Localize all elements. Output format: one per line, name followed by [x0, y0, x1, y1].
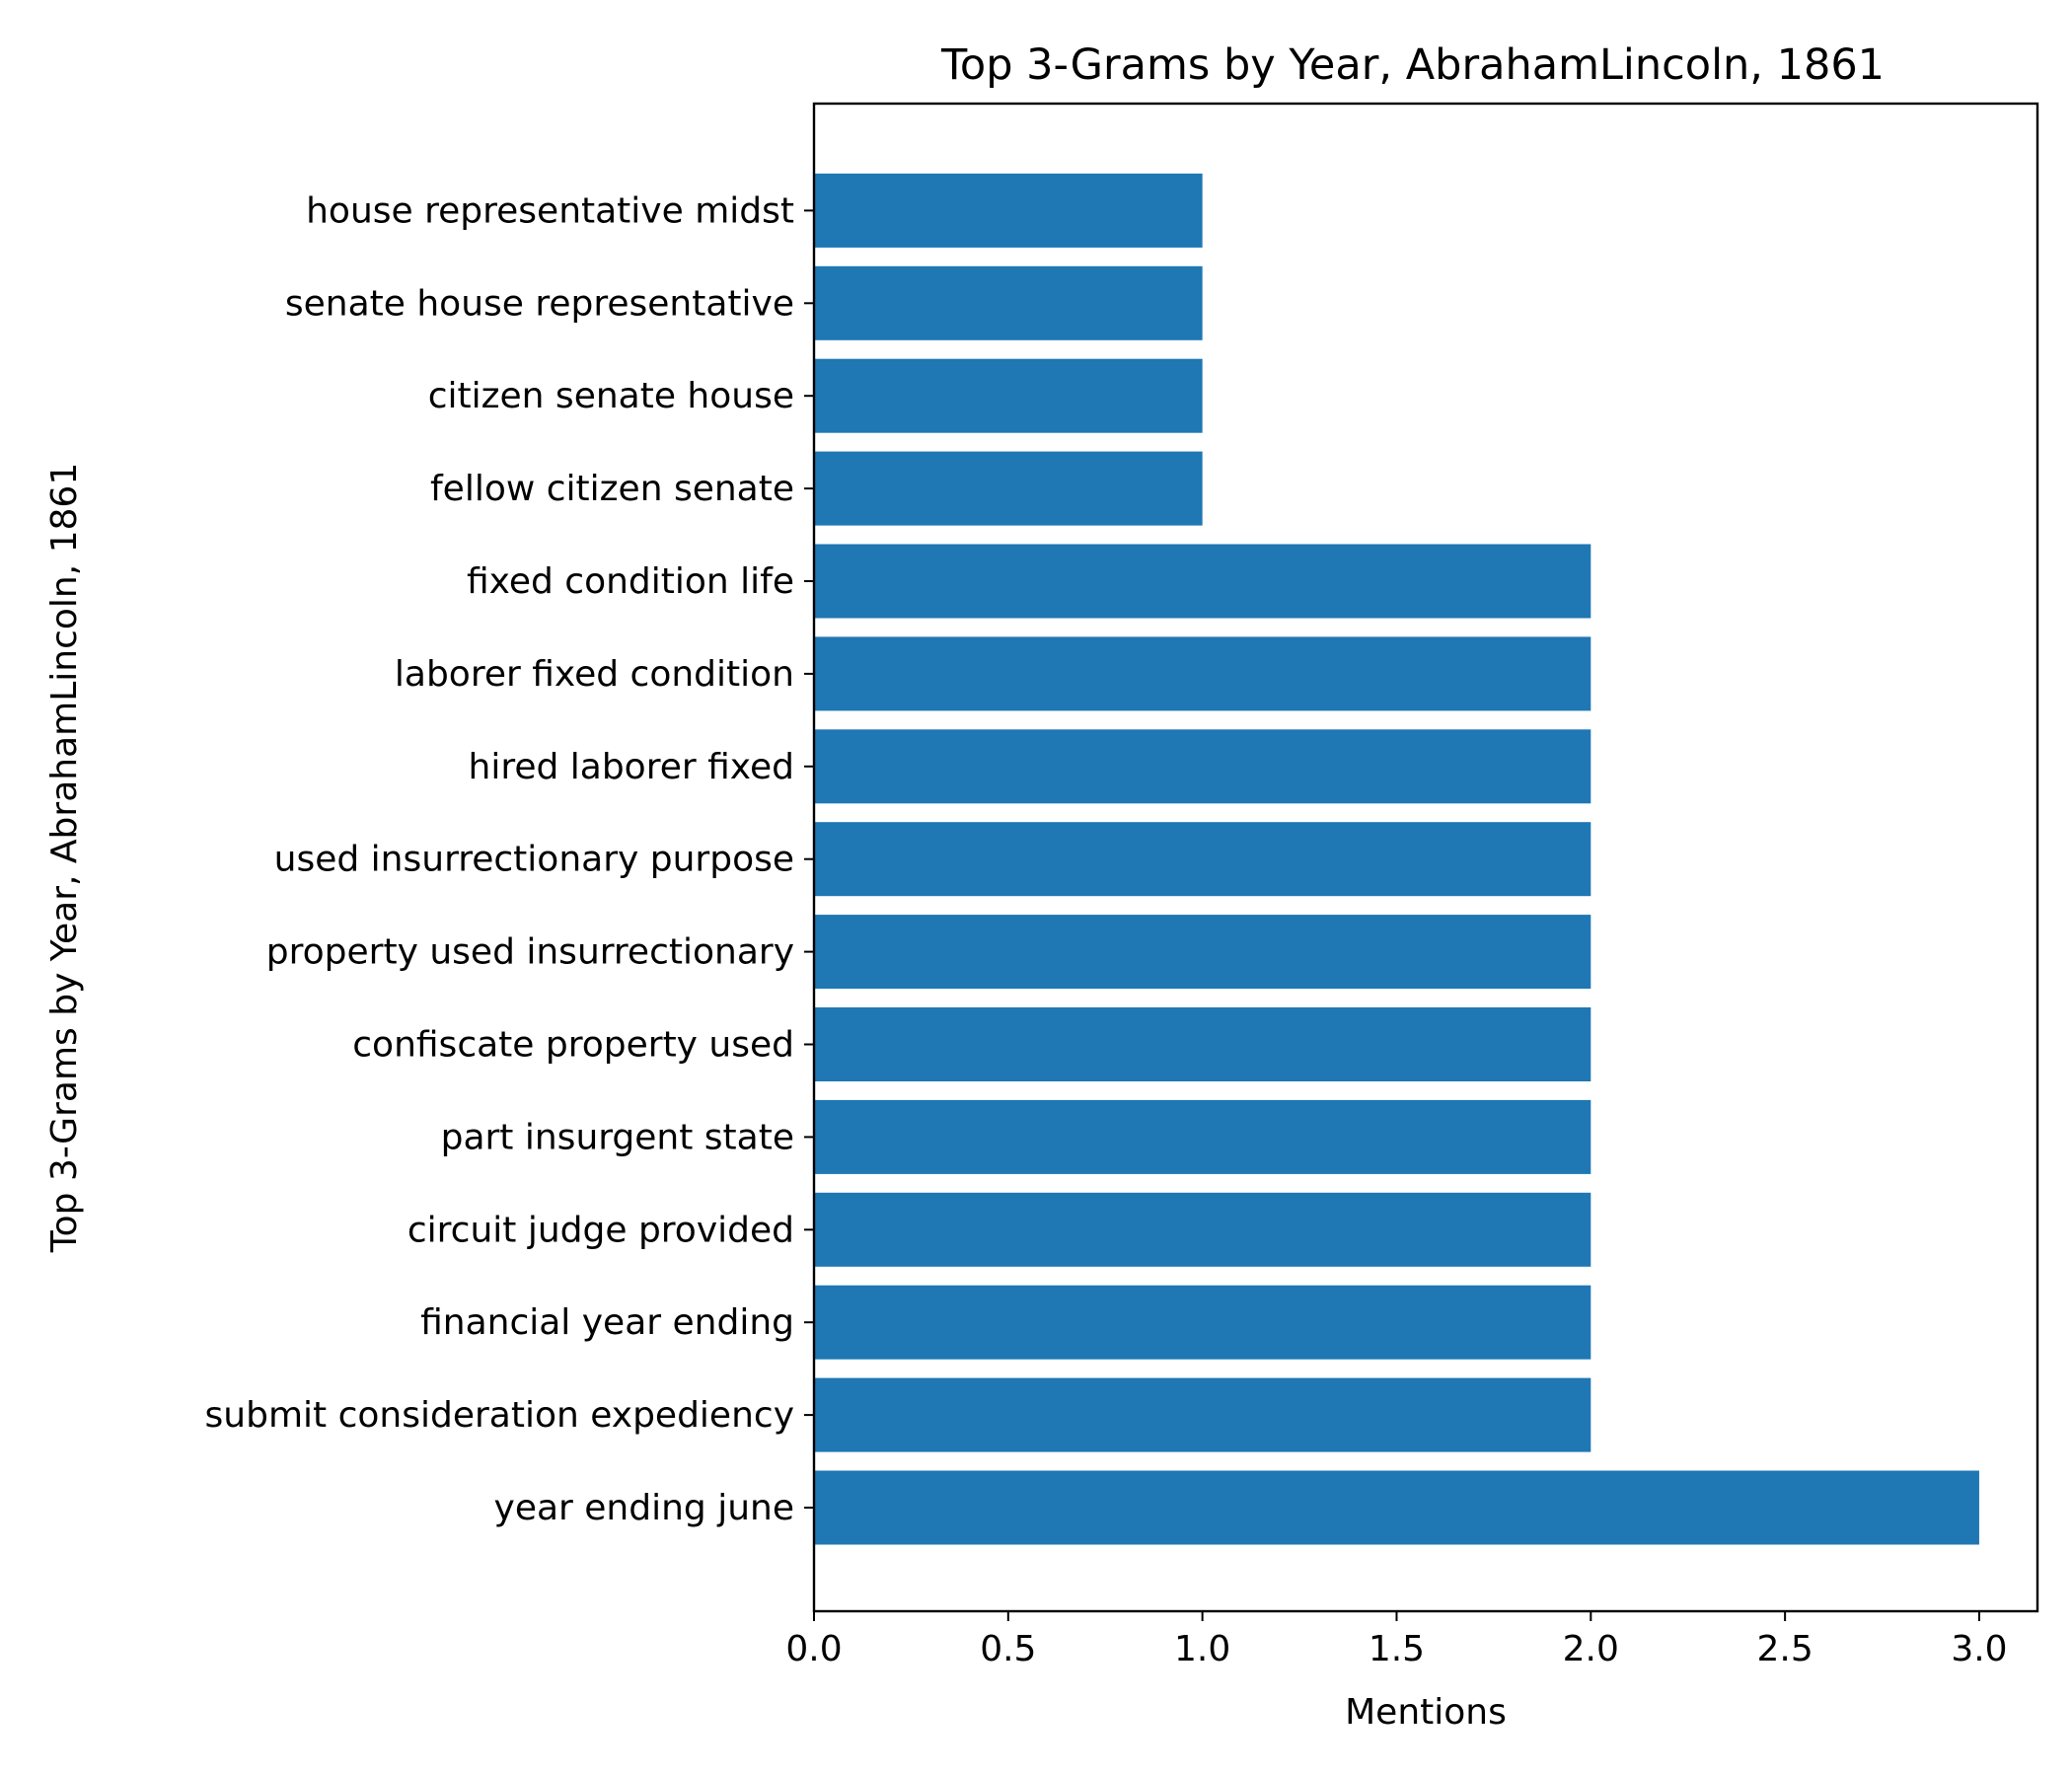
x-tick-label: 0.5 — [980, 1629, 1036, 1669]
y-tick-label: submit consideration expediency — [205, 1395, 794, 1436]
x-tick-label: 1.5 — [1369, 1629, 1425, 1669]
y-tick-label: fixed condition life — [467, 561, 794, 602]
bar — [814, 1285, 1591, 1360]
chart-title: Top 3-Grams by Year, AbrahamLincoln, 186… — [940, 40, 1885, 90]
bar — [814, 1099, 1591, 1174]
y-tick-label: fellow citizen senate — [430, 469, 794, 509]
y-tick-label: senate house representative — [285, 283, 794, 324]
x-tick-label: 2.0 — [1563, 1629, 1619, 1669]
y-tick-label: part insurgent state — [441, 1117, 794, 1157]
bar — [814, 265, 1203, 340]
bar — [814, 1470, 1979, 1545]
bar — [814, 173, 1203, 248]
y-tick-label: hired laborer fixed — [469, 747, 795, 787]
y-tick-label: citizen senate house — [428, 376, 794, 416]
y-tick-label: property used insurrectionary — [266, 932, 794, 973]
bar — [814, 729, 1591, 804]
y-axis-label: Top 3-Grams by Year, AbrahamLincoln, 186… — [44, 463, 85, 1253]
y-tick-label: year ending june — [494, 1488, 794, 1528]
bars-group — [814, 173, 1979, 1545]
y-tick-label: used insurrectionary purpose — [274, 840, 794, 880]
bar — [814, 451, 1203, 526]
bar — [814, 636, 1591, 711]
x-tick-label: 1.0 — [1174, 1629, 1230, 1669]
x-axis-label: Mentions — [1345, 1692, 1507, 1733]
bar — [814, 915, 1591, 990]
plot-frame — [812, 102, 2039, 1613]
x-axis-ticks: 0.0 0.5 1.0 1.5 2.0 2.5 3.0 — [785, 1611, 2008, 1669]
y-tick-label: laborer fixed condition — [395, 654, 794, 695]
x-tick-label: 0.0 — [785, 1629, 842, 1669]
bar — [814, 358, 1203, 433]
x-tick-label: 3.0 — [1951, 1629, 2007, 1669]
bar — [814, 1007, 1591, 1081]
y-tick-label: financial year ending — [420, 1302, 794, 1343]
x-tick-label: 2.5 — [1756, 1629, 1813, 1669]
y-tick-label: circuit judge provided — [407, 1210, 794, 1250]
bar — [814, 822, 1591, 897]
y-tick-label: confiscate property used — [352, 1025, 794, 1066]
bar — [814, 1192, 1591, 1267]
bar — [814, 1377, 1591, 1452]
bar — [814, 544, 1591, 619]
y-tick-label: house representative midst — [306, 190, 794, 231]
y-axis-ticks: year ending june submit consideration exp… — [205, 190, 814, 1528]
